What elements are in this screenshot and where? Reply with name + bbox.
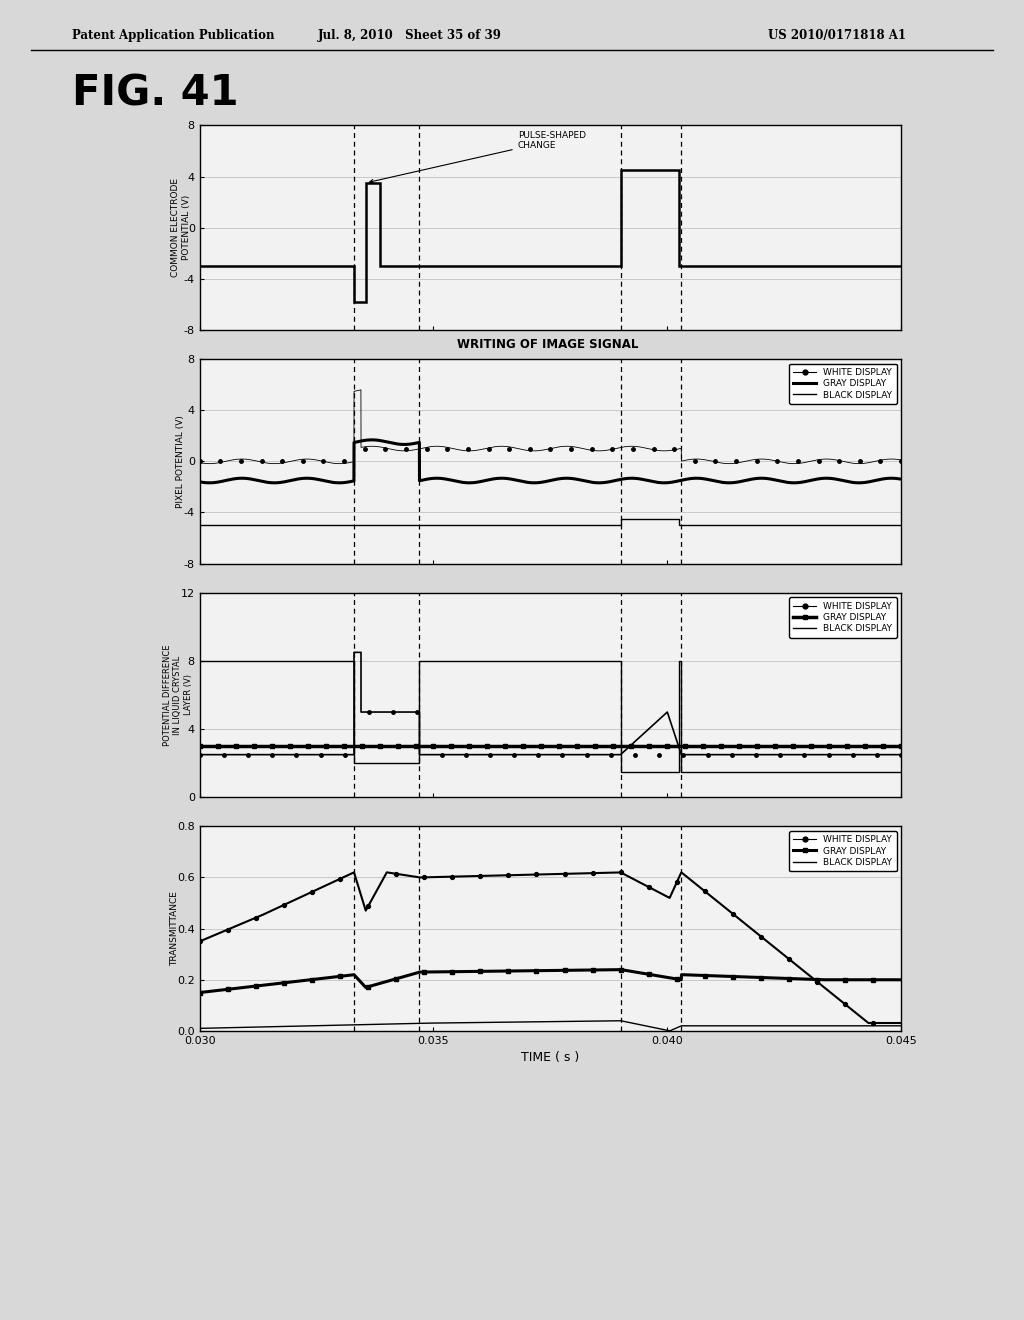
Text: US 2010/0171818 A1: US 2010/0171818 A1 xyxy=(768,29,906,42)
Legend: WHITE DISPLAY, GRAY DISPLAY, BLACK DISPLAY: WHITE DISPLAY, GRAY DISPLAY, BLACK DISPL… xyxy=(788,830,897,871)
Y-axis label: COMMON ELECTRODE
POTENTIAL (V): COMMON ELECTRODE POTENTIAL (V) xyxy=(171,178,190,277)
X-axis label: TIME ( s ): TIME ( s ) xyxy=(521,1051,580,1064)
Text: Jul. 8, 2010   Sheet 35 of 39: Jul. 8, 2010 Sheet 35 of 39 xyxy=(317,29,502,42)
Text: PULSE-SHAPED
CHANGE: PULSE-SHAPED CHANGE xyxy=(370,131,586,183)
Legend: WHITE DISPLAY, GRAY DISPLAY, BLACK DISPLAY: WHITE DISPLAY, GRAY DISPLAY, BLACK DISPL… xyxy=(788,597,897,638)
Y-axis label: POTENTIAL DIFFERENCE
IN LIQUID CRYSTAL
LAYER (V): POTENTIAL DIFFERENCE IN LIQUID CRYSTAL L… xyxy=(163,644,193,746)
Text: Patent Application Publication: Patent Application Publication xyxy=(72,29,274,42)
Y-axis label: TRANSMITTANCE: TRANSMITTANCE xyxy=(170,891,179,966)
Y-axis label: PIXEL POTENTIAL (V): PIXEL POTENTIAL (V) xyxy=(176,414,185,508)
Legend: WHITE DISPLAY, GRAY DISPLAY, BLACK DISPLAY: WHITE DISPLAY, GRAY DISPLAY, BLACK DISPL… xyxy=(788,363,897,404)
Text: FIG. 41: FIG. 41 xyxy=(72,73,239,115)
Text: WRITING OF IMAGE SIGNAL: WRITING OF IMAGE SIGNAL xyxy=(457,338,639,351)
